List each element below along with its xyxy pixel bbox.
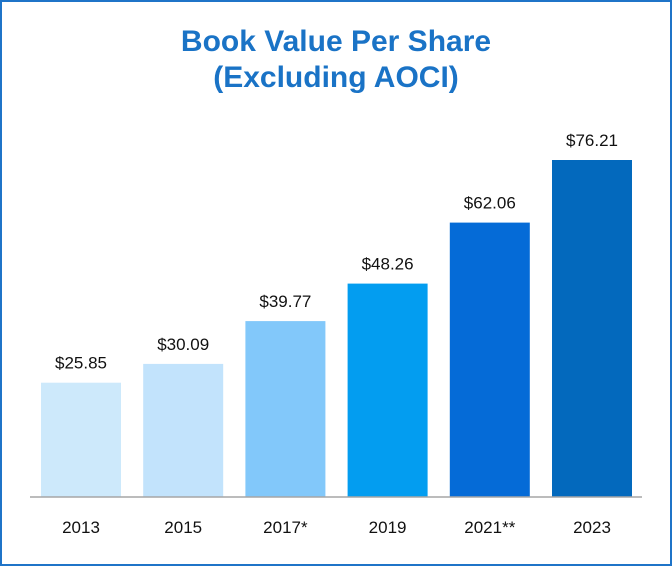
- bars-group: [41, 160, 632, 497]
- category-label: 2015: [164, 518, 202, 537]
- value-label: $30.09: [157, 335, 209, 354]
- value-labels-group: $25.85 $30.09 $39.77 $48.26 $62.06 $76.21: [55, 131, 618, 373]
- value-label: $76.21: [566, 131, 618, 150]
- bar-2023: [552, 160, 632, 497]
- chart-title: Book Value Per Share (Excluding AOCI): [0, 24, 672, 96]
- bar-2019: [347, 283, 428, 497]
- value-label: $25.85: [55, 354, 107, 373]
- bar-2021: [449, 222, 530, 497]
- category-label: 2021**: [464, 518, 515, 537]
- bar-2017: [245, 321, 326, 497]
- chart-title-line-2: (Excluding AOCI): [213, 61, 459, 94]
- category-label: 2017*: [263, 518, 308, 537]
- bar-2015: [143, 363, 224, 497]
- value-label: $62.06: [464, 194, 516, 213]
- category-label: 2023: [573, 518, 611, 537]
- value-label: $39.77: [259, 292, 311, 311]
- value-label: $48.26: [362, 255, 414, 274]
- chart-title-line-1: Book Value Per Share: [180, 25, 492, 58]
- category-label: 2019: [369, 518, 407, 537]
- category-label: 2013: [62, 518, 100, 537]
- bar-2013: [41, 382, 121, 497]
- category-labels-group: 2013 2015 2017* 2019 2021** 2023: [62, 518, 611, 537]
